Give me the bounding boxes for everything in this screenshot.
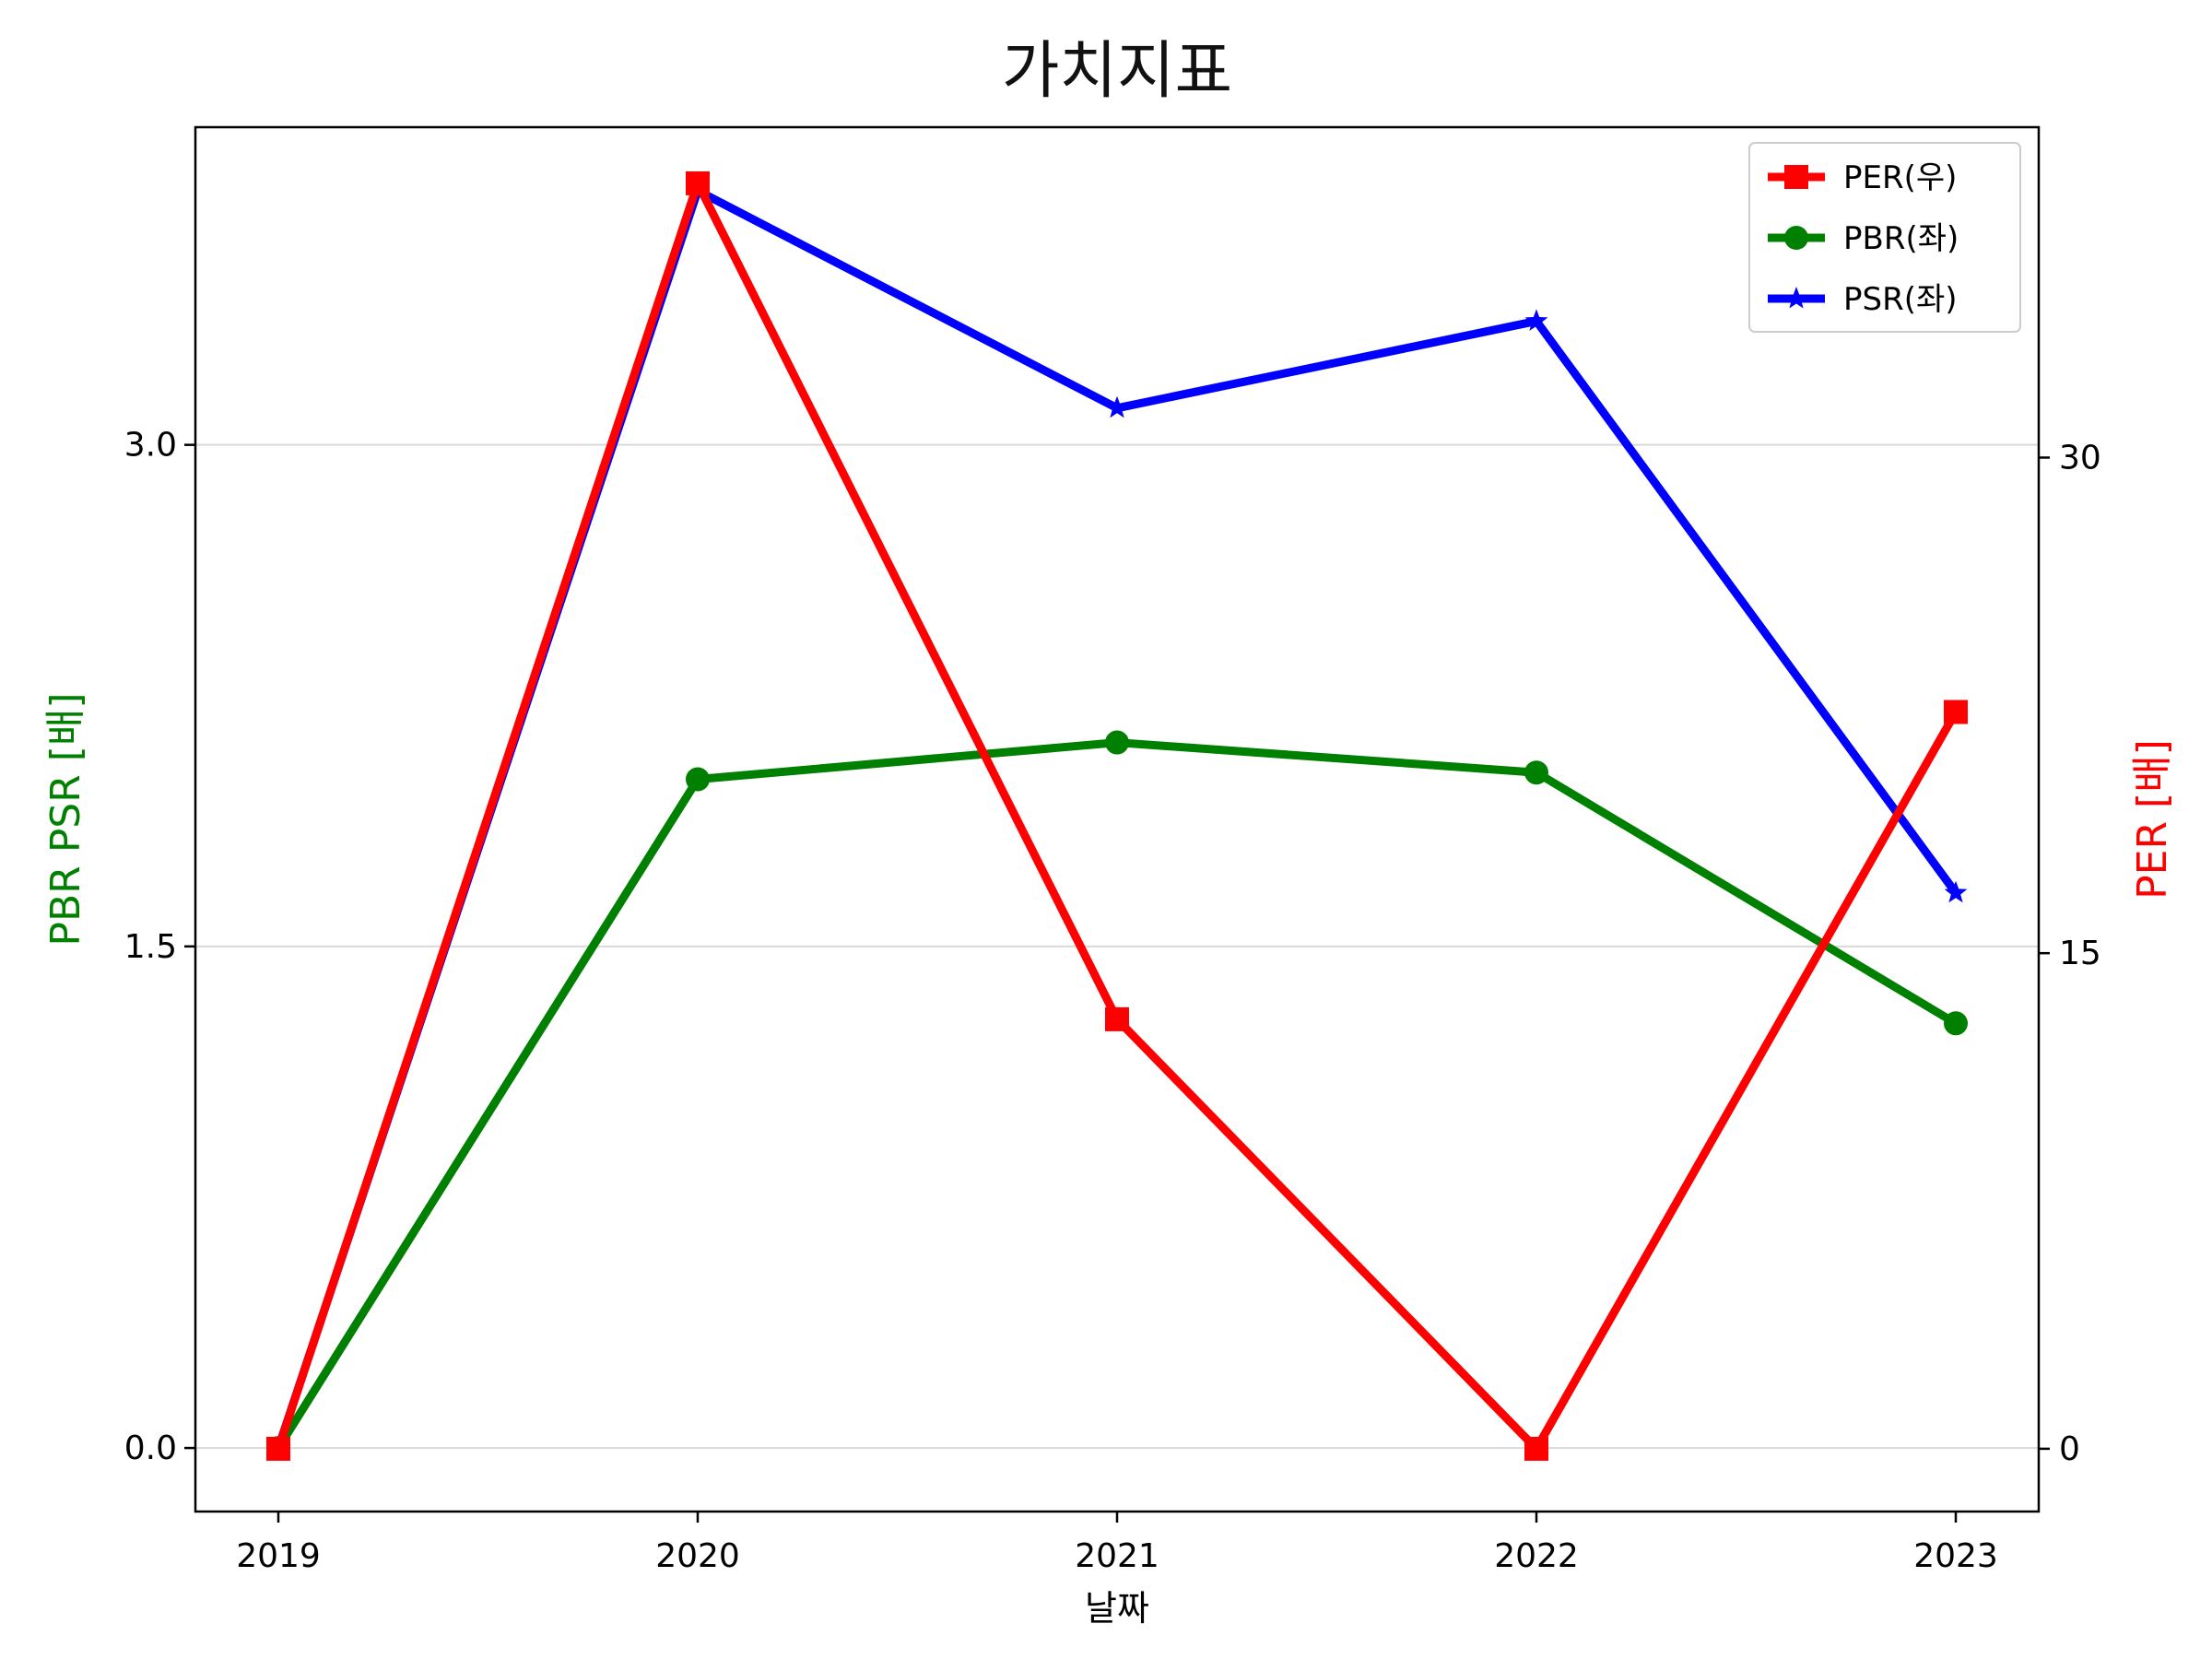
series-0 xyxy=(266,171,1968,1461)
series-2-point-4 xyxy=(1944,880,1968,903)
series-1-line xyxy=(274,738,1960,1453)
legend-marker-2 xyxy=(1784,287,1808,309)
series-0-line xyxy=(274,179,1960,1453)
series-1 xyxy=(266,730,1968,1461)
series-0-point-3 xyxy=(1524,1436,1548,1461)
plot-frame xyxy=(194,125,2041,1513)
legend: PER(우) PBR(좌) PSR(좌) xyxy=(1748,142,2021,333)
ticks-layer: 0.0 1.5 3.0 0 15 30 2019 2020 2021 2022 2023 xyxy=(124,427,2101,1575)
legend-marker-0 xyxy=(1784,165,1808,189)
y-axis-label-right: PER [배] xyxy=(2129,739,2176,900)
y-left-tick-label-2: 3.0 xyxy=(124,427,177,465)
series-1-point-4 xyxy=(1944,1011,1968,1036)
series-0-point-4 xyxy=(1944,700,1968,724)
legend-frame xyxy=(1748,142,2021,333)
series-0-point-0 xyxy=(266,1436,290,1461)
legend-entry-2: PSR(좌) xyxy=(1768,281,1958,318)
y-left-tick-label-1: 1.5 xyxy=(124,928,177,966)
x-tick-label-4: 2023 xyxy=(1913,1537,1998,1575)
y-axis-label-left: PBR PSR [배] xyxy=(42,692,89,946)
x-axis-label: 날짜 xyxy=(1085,1588,1149,1629)
x-tick-label-0: 2019 xyxy=(236,1537,321,1575)
x-tick-label-3: 2022 xyxy=(1494,1537,1579,1575)
legend-label-0: PER(우) xyxy=(1843,159,1957,196)
x-tick-label-1: 2020 xyxy=(655,1537,740,1575)
legend-label-2: PSR(좌) xyxy=(1843,281,1958,318)
y-right-tick-label-0: 0 xyxy=(2059,1430,2080,1468)
gridlines xyxy=(195,443,2039,1450)
chart-title: 가치지표 xyxy=(1002,35,1232,108)
legend-label-1: PBR(좌) xyxy=(1843,220,1959,257)
series-2 xyxy=(266,178,1968,1458)
series-2-line xyxy=(274,186,1960,1453)
y-right-tick-label-1: 15 xyxy=(2059,935,2101,972)
series-0-point-2 xyxy=(1105,1006,1129,1031)
legend-entry-1: PBR(좌) xyxy=(1768,220,1959,257)
legend-marker-1 xyxy=(1784,226,1808,250)
series-2-point-3 xyxy=(1524,309,1548,331)
series-0-point-1 xyxy=(686,171,710,195)
series-1-point-1 xyxy=(686,767,710,792)
y-right-tick-label-2: 30 xyxy=(2059,439,2101,477)
series-1-point-2 xyxy=(1105,730,1129,755)
legend-entry-0: PER(우) xyxy=(1768,159,1957,196)
series-1-point-3 xyxy=(1524,760,1548,785)
y-left-tick-label-0: 0.0 xyxy=(124,1430,177,1467)
x-tick-label-2: 2021 xyxy=(1075,1537,1159,1575)
series-layer xyxy=(266,171,1968,1461)
series-2-point-2 xyxy=(1105,395,1129,418)
